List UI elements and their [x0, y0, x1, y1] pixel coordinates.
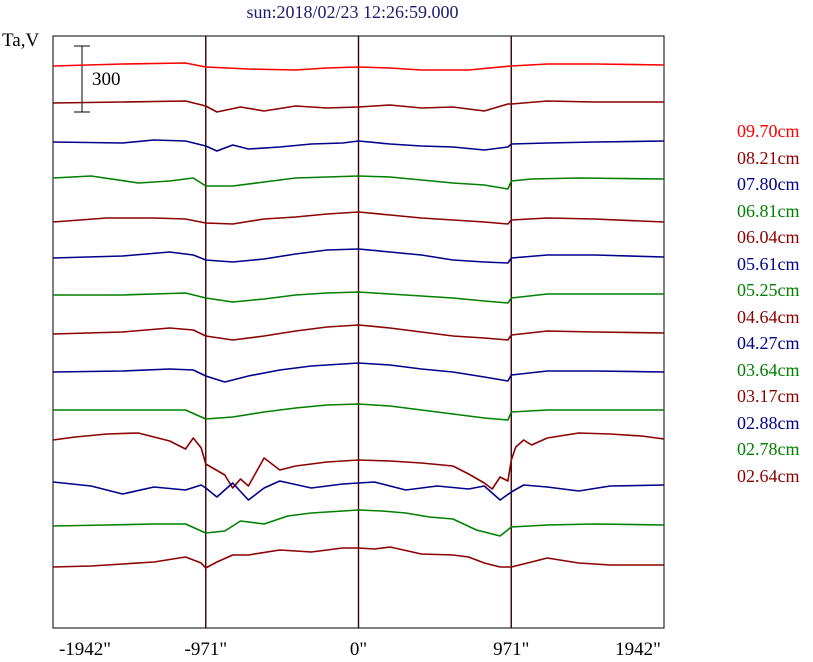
- series-line-06-04cm: [52, 211, 665, 225]
- x-tick-label: -971": [185, 639, 228, 660]
- series-line-05-25cm: [53, 291, 664, 304]
- x-tick-label: 0": [350, 639, 367, 660]
- legend-item: 04.64cm: [737, 306, 800, 327]
- legend-item: 04.27cm: [737, 333, 800, 353]
- legend-item: 06.04cm: [737, 227, 800, 247]
- x-tick-label: 1942": [615, 639, 661, 660]
- series-line-03-17cm: [52, 432, 665, 490]
- legend-item: 02.64cm: [737, 465, 800, 486]
- scale-bar: 300: [74, 45, 121, 113]
- series-line-02-88cm: [52, 480, 665, 501]
- series-line-08-21cm: [52, 100, 664, 113]
- series-line-03-64cm: [53, 403, 664, 421]
- legend: 09.70cm 08.21cm 07.80cm 06.81cm 06.04cm 05.61…: [737, 118, 813, 489]
- legend-item: 05.25cm: [737, 280, 800, 300]
- scale-bar-label: 300: [92, 69, 121, 90]
- series-line-02-64cm: [52, 546, 664, 569]
- legend-item: 03.64cm: [737, 359, 800, 380]
- x-tick-labels: -1942" -971" 0" 971" 1942": [59, 639, 661, 660]
- series-line-04-27cm: [52, 362, 665, 383]
- series-line-04-64cm: [52, 324, 665, 341]
- legend-item: 03.17cm: [737, 386, 800, 406]
- series-line-02-78cm: [52, 509, 665, 537]
- legend-item: 06.81cm: [737, 200, 800, 221]
- y-axis-label: Ta,V: [2, 30, 40, 51]
- legend-item: 05.61cm: [737, 253, 800, 274]
- legend-item: 07.80cm: [737, 174, 800, 194]
- series-line-09-70cm: [52, 62, 665, 71]
- series-line-07-80cm: [52, 139, 665, 152]
- legend-item: 09.70cm: [737, 121, 800, 141]
- legend-item: 02.88cm: [737, 412, 800, 433]
- limb-lines: [205, 36, 512, 628]
- series-line-05-61cm: [52, 248, 665, 264]
- series-line-06-81cm: [52, 175, 665, 190]
- x-tick-label: -1942": [59, 639, 111, 660]
- series-layer: [52, 62, 665, 569]
- chart-title: sun:2018/02/23 12:26:59.000: [246, 2, 459, 22]
- x-tick-label: 971": [493, 639, 529, 660]
- legend-item: 08.21cm: [737, 147, 800, 168]
- legend-item: 02.78cm: [737, 439, 800, 459]
